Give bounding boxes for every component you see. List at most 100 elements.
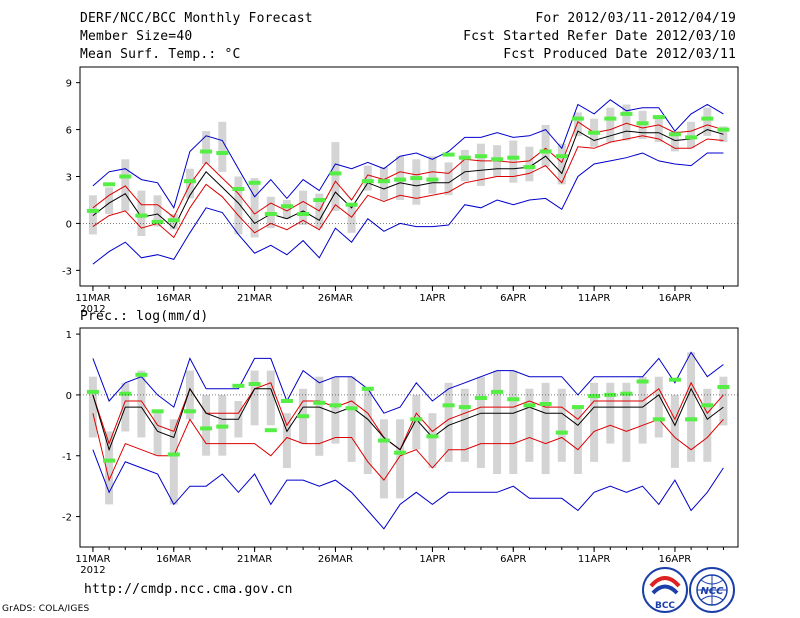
prec-spread-box <box>250 370 259 426</box>
temp-observed-marker <box>410 176 423 181</box>
precipitation-panel: -2 -1 0 1 11MAR 16MAR 21MAR 26MAR 1APR 6APR 11APR 1… <box>62 327 739 576</box>
prec-std-line <box>92 413 724 482</box>
temp-year-label: 2012 <box>80 304 105 315</box>
temp-spread-box <box>234 176 243 235</box>
temp-observed-marker <box>604 116 617 121</box>
temp-observed-marker <box>167 218 180 223</box>
temp-observed-marker <box>264 212 277 216</box>
prec-observed-marker <box>183 409 196 414</box>
temp-observed-marker <box>86 208 99 213</box>
temp-y-tick-label: 6 <box>66 126 72 137</box>
temp-x-tick-label: 11MAR <box>75 293 110 304</box>
prec-spread-box <box>476 376 485 468</box>
prec-observed-marker <box>636 379 649 384</box>
temp-observed-marker <box>248 180 261 185</box>
prec-observed-marker <box>668 377 681 382</box>
prec-range-line <box>92 351 724 414</box>
prec-spread-box <box>493 370 502 474</box>
temp-spread-box <box>654 117 663 143</box>
source-url: http://cmdp.ncc.cma.gov.cn <box>84 582 293 597</box>
temp-spread-box <box>218 121 227 172</box>
temp-spread-box <box>137 190 146 236</box>
prec-observed-marker <box>135 372 148 377</box>
temp-spread-box <box>347 203 356 233</box>
temp-spread-box <box>153 195 162 227</box>
prec-y-tick-label: -2 <box>62 513 72 524</box>
prec-x-tick-label: 21MAR <box>237 554 272 565</box>
prec-spread-box <box>105 431 114 505</box>
prec-spread-box <box>460 388 469 462</box>
prec-observed-marker <box>248 382 261 386</box>
prec-range-line <box>92 449 724 530</box>
temp-observed-marker <box>297 212 310 216</box>
temp-y-tick-label: -3 <box>62 266 72 277</box>
temp-observed-marker <box>232 187 245 191</box>
temp-spread-box <box>476 143 485 186</box>
prec-observed-marker <box>167 452 180 457</box>
prec-y-tick-label: -1 <box>62 452 72 463</box>
temp-spread-box <box>541 124 550 168</box>
temp-observed-marker <box>458 155 471 160</box>
prec-spread-box <box>396 419 405 499</box>
temp-plot-frame <box>79 66 739 287</box>
temp-observed-marker <box>588 130 601 135</box>
prec-observed-marker <box>119 391 132 396</box>
prec-observed-marker <box>361 386 374 391</box>
prec-observed-marker <box>426 434 439 439</box>
temp-observed-marker <box>394 177 407 182</box>
prec-plot-frame <box>79 327 739 548</box>
temp-x-tick-label: 1APR <box>419 293 445 304</box>
temp-spread-box <box>509 140 518 183</box>
temp-y-tick-label: 3 <box>66 173 72 184</box>
temp-spread-box <box>121 159 130 211</box>
temp-observed-marker <box>474 154 487 159</box>
temp-range-line <box>92 99 724 209</box>
temp-spread-box <box>363 165 372 191</box>
prec-x-tick-label: 6APR <box>500 554 526 565</box>
temp-ensemble-mean-line <box>92 129 724 229</box>
temp-observed-marker <box>442 152 455 157</box>
prec-spread-box <box>379 419 388 499</box>
prec-observed-marker <box>313 400 326 405</box>
temp-spread-box <box>428 156 437 194</box>
prec-observed-marker <box>588 394 601 399</box>
temp-x-tick-label: 21MAR <box>237 293 272 304</box>
temp-observed-marker <box>571 116 584 121</box>
prec-x-tick-label: 11APR <box>578 554 611 565</box>
bcc-logo-text: BCC <box>655 601 675 611</box>
temp-observed-marker <box>701 116 714 121</box>
prec-y-tick-label: 1 <box>66 330 72 341</box>
temp-observed-marker <box>377 179 390 184</box>
fcst-started-date: Fcst Started Refer Date 2012/03/10 <box>463 29 736 44</box>
prec-spread-box <box>444 382 453 462</box>
member-size: Member Size=40 <box>80 29 193 44</box>
temp-spread-box <box>331 142 340 211</box>
temp-observed-marker <box>555 154 568 159</box>
temp-observed-marker <box>313 198 326 202</box>
temp-x-tick-label: 16MAR <box>156 293 191 304</box>
prec-spread-box <box>428 413 437 468</box>
temp-spread-box <box>573 112 582 136</box>
temp-spread-box <box>525 146 534 182</box>
prec-spread-box <box>169 419 178 505</box>
ncc-logo-text: NCC <box>700 586 724 597</box>
prec-spread-box <box>412 394 421 450</box>
temp-observed-marker <box>523 165 536 170</box>
temp-spread-box <box>606 107 615 143</box>
prec-spread-box <box>315 376 324 456</box>
temp-observed-marker <box>361 179 374 184</box>
bcc-logo: BCC <box>642 567 688 613</box>
prec-spread-box <box>153 413 162 456</box>
prec-observed-marker <box>474 396 487 400</box>
prec-observed-marker <box>329 403 342 408</box>
prec-observed-marker <box>539 402 552 406</box>
prec-spread-box <box>185 370 194 420</box>
fcst-produced-date: Fcst Produced Date 2012/03/11 <box>503 47 736 62</box>
temp-observed-marker <box>183 179 196 184</box>
prec-spread-box <box>541 382 550 475</box>
temp-std-line <box>92 135 724 239</box>
prec-spread-box <box>202 394 211 456</box>
grads-credit: GrADS: COLA/IGES <box>2 604 90 614</box>
temp-range-line <box>92 152 724 265</box>
prec-spread-box <box>137 370 146 438</box>
